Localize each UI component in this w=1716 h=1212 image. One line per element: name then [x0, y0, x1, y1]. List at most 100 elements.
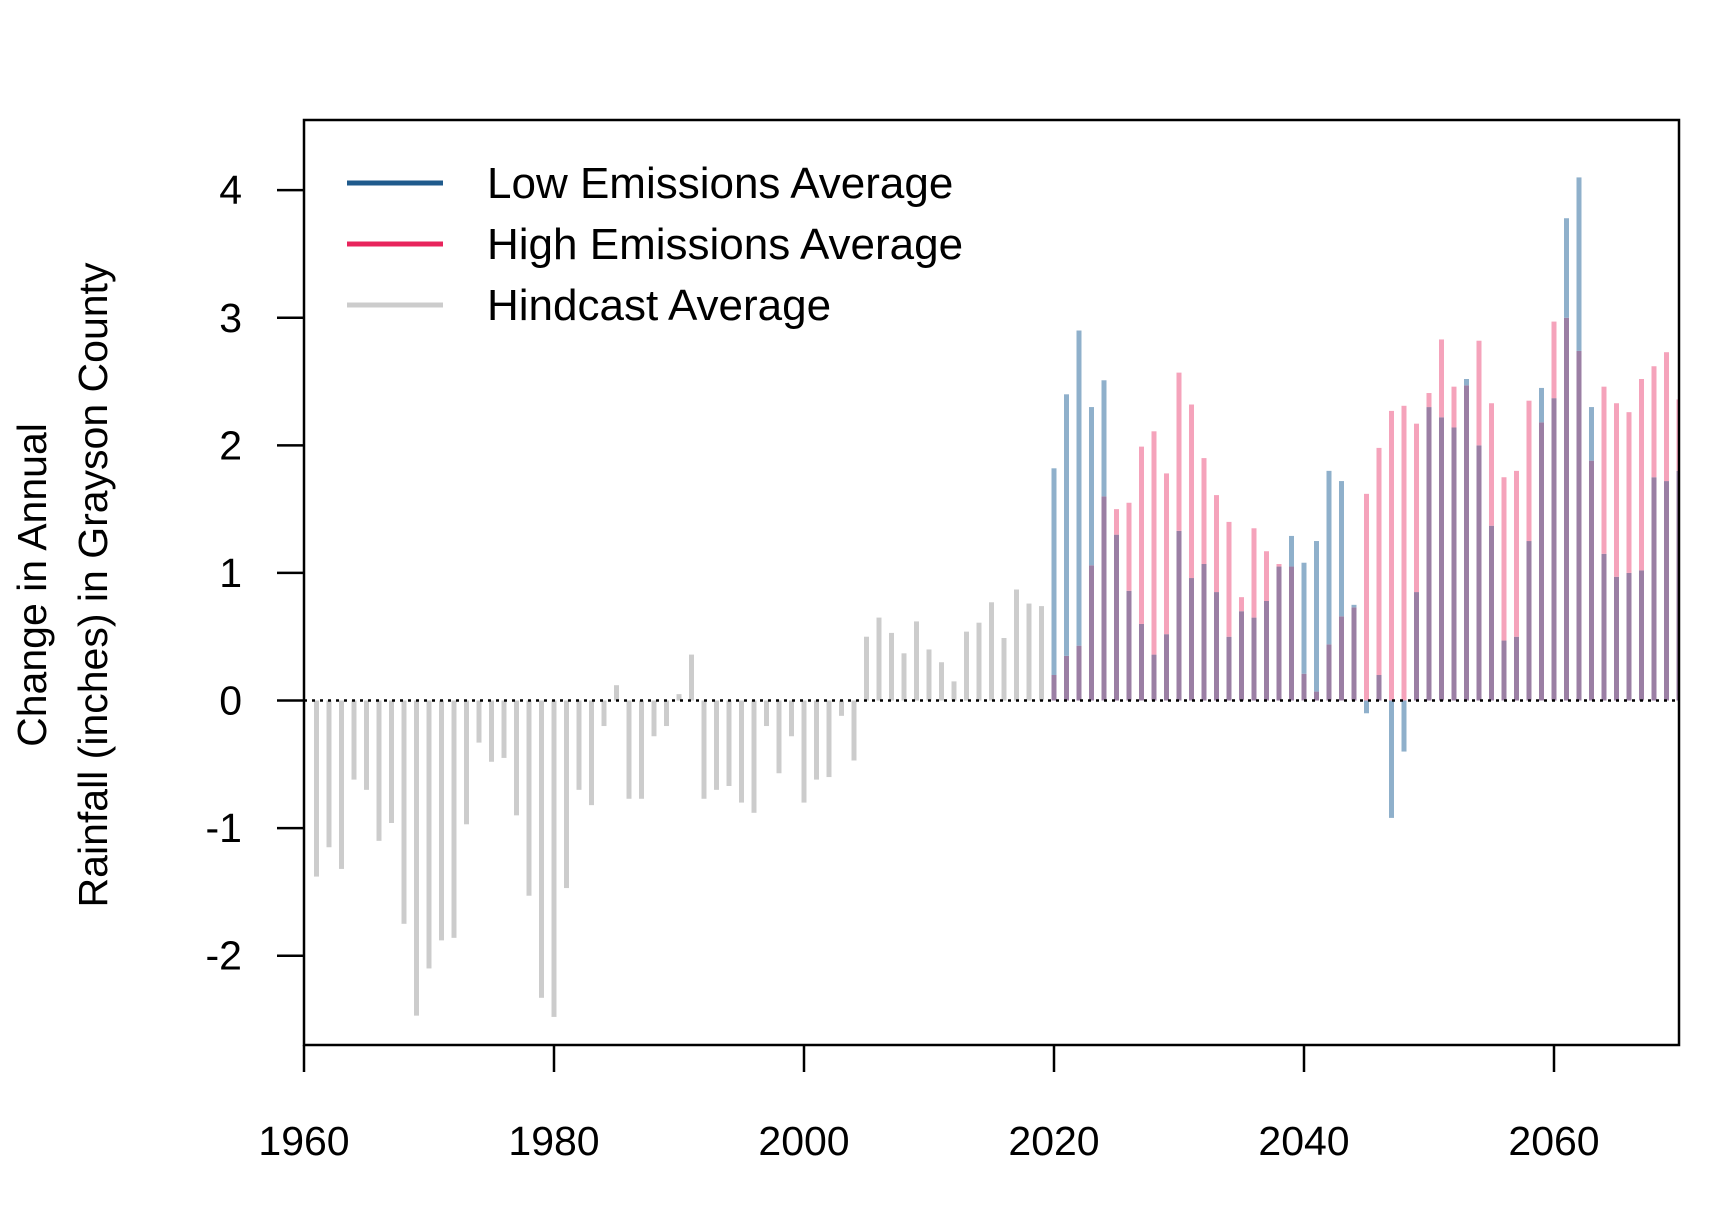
hindcast-bar — [976, 622, 982, 701]
hindcast-bar — [1001, 638, 1007, 701]
overlap-bar — [1626, 572, 1632, 701]
hindcast-bar — [551, 700, 557, 1017]
hindcast-bar — [339, 700, 344, 869]
overlap-bar — [1201, 564, 1207, 701]
x-tick-label: 1960 — [258, 1118, 349, 1164]
low-emissions-bar — [1589, 407, 1594, 461]
x-tick-label: 2060 — [1508, 1118, 1599, 1164]
hindcast-bar — [414, 700, 419, 1016]
y-tick-label: 4 — [219, 167, 242, 213]
hindcast-bar — [526, 700, 532, 896]
hindcast-bar — [701, 700, 707, 799]
hindcast-bar — [351, 700, 357, 780]
high-emissions-bar — [1151, 431, 1157, 655]
high-emissions-bar — [1214, 495, 1219, 593]
high-emissions-bar — [1514, 470, 1519, 637]
high-emissions-bar — [1251, 528, 1257, 618]
hindcast-bar — [964, 631, 969, 701]
plot-frame — [302, 118, 1681, 1047]
low-emissions-bar — [1101, 380, 1107, 497]
low-emissions-bar — [1314, 541, 1319, 692]
high-emissions-bar — [1451, 386, 1457, 428]
low-emissions-bar — [1351, 604, 1357, 608]
hindcast-bar — [801, 700, 807, 803]
y-axis-title-line-1: Change in Annual — [9, 423, 55, 747]
hindcast-bar — [376, 700, 382, 841]
high-emissions-bar — [1414, 423, 1419, 593]
hindcast-bar — [639, 700, 644, 799]
x-axis: 1960 1980 2000 2020 2040 2060 — [258, 1045, 1600, 1164]
hindcast-bar — [951, 681, 957, 701]
overlap-bar — [1514, 636, 1519, 701]
low-emissions-bar — [1089, 407, 1094, 566]
hindcast-bar — [1014, 589, 1019, 701]
hindcast-bar — [776, 700, 782, 774]
high-emissions-bar — [1526, 400, 1532, 542]
overlap-bar — [1189, 578, 1194, 701]
overlap-bar — [1489, 525, 1494, 701]
high-emissions-bar — [1439, 339, 1444, 418]
hindcast-bar — [751, 700, 757, 813]
overlap-bar — [1114, 534, 1119, 701]
hindcast-bar — [689, 654, 694, 701]
high-emissions-bar — [1126, 502, 1132, 591]
overlap-bar — [1526, 541, 1532, 701]
bar-layer — [314, 177, 1679, 1017]
hindcast-bar — [764, 700, 769, 727]
overlap-bar — [1376, 675, 1382, 701]
y-tick-label: 3 — [219, 295, 242, 341]
high-emissions-bar — [1426, 393, 1432, 408]
high-emissions-bar — [1226, 521, 1232, 637]
overlap-bar — [1451, 427, 1457, 701]
high-emissions-bar — [1664, 352, 1669, 482]
hindcast-bar — [514, 700, 519, 816]
hindcast-bar — [926, 649, 932, 701]
overlap-bar — [1414, 592, 1419, 701]
hindcast-legend-label: Hindcast Average — [487, 281, 831, 330]
high-emissions-bar — [1114, 509, 1119, 535]
high-emissions-bar — [1501, 477, 1507, 641]
overlap-bar — [1239, 611, 1244, 701]
hindcast-bar — [401, 700, 407, 924]
overlap-bar — [1151, 654, 1157, 701]
hindcast-bar — [576, 700, 582, 790]
overlap-bar — [1214, 592, 1219, 701]
overlap-bar — [1614, 576, 1619, 701]
high-emissions-bar — [1626, 412, 1632, 573]
high-emissions-bar — [1139, 446, 1144, 624]
overlap-bar — [1264, 601, 1269, 701]
hindcast-bar — [614, 685, 619, 701]
legend: Low Emissions Average High Emissions Aver… — [347, 159, 963, 330]
low-emissions-bar — [1289, 535, 1294, 567]
overlap-bar — [1539, 422, 1544, 701]
hindcast-bar — [1026, 603, 1032, 701]
overlap-bar — [1589, 460, 1594, 701]
overlap-bar — [1476, 445, 1482, 701]
hindcast-bar — [476, 700, 482, 743]
overlap-bar — [1576, 350, 1582, 701]
overlap-bar — [1301, 673, 1307, 701]
overlap-bar — [1339, 616, 1344, 701]
low-emissions-bar — [1364, 700, 1369, 714]
overlap-bar — [1226, 636, 1232, 701]
x-tick-label: 2020 — [1008, 1118, 1099, 1164]
hindcast-bar — [939, 662, 944, 701]
y-axis-title: Change in Annual Rainfall (inches) in Gr… — [9, 262, 116, 907]
hindcast-bar — [826, 700, 832, 778]
overlap-bar — [1326, 644, 1332, 701]
x-tick-label: 2000 — [758, 1118, 849, 1164]
low-emissions-bar — [1564, 218, 1569, 318]
hindcast-bar — [589, 700, 594, 806]
hindcast-bar — [814, 700, 819, 780]
overlap-bar — [1139, 623, 1144, 701]
hindcast-bar — [726, 700, 732, 786]
high-emissions-bar — [1264, 551, 1269, 601]
hindcast-bar — [314, 700, 319, 877]
hindcast-bar — [1039, 606, 1044, 701]
hindcast-bar — [839, 700, 844, 716]
hindcast-bar — [714, 700, 719, 790]
hindcast-bar — [426, 700, 432, 969]
hindcast-bar — [676, 694, 682, 701]
low-emissions-bar — [1064, 394, 1069, 656]
